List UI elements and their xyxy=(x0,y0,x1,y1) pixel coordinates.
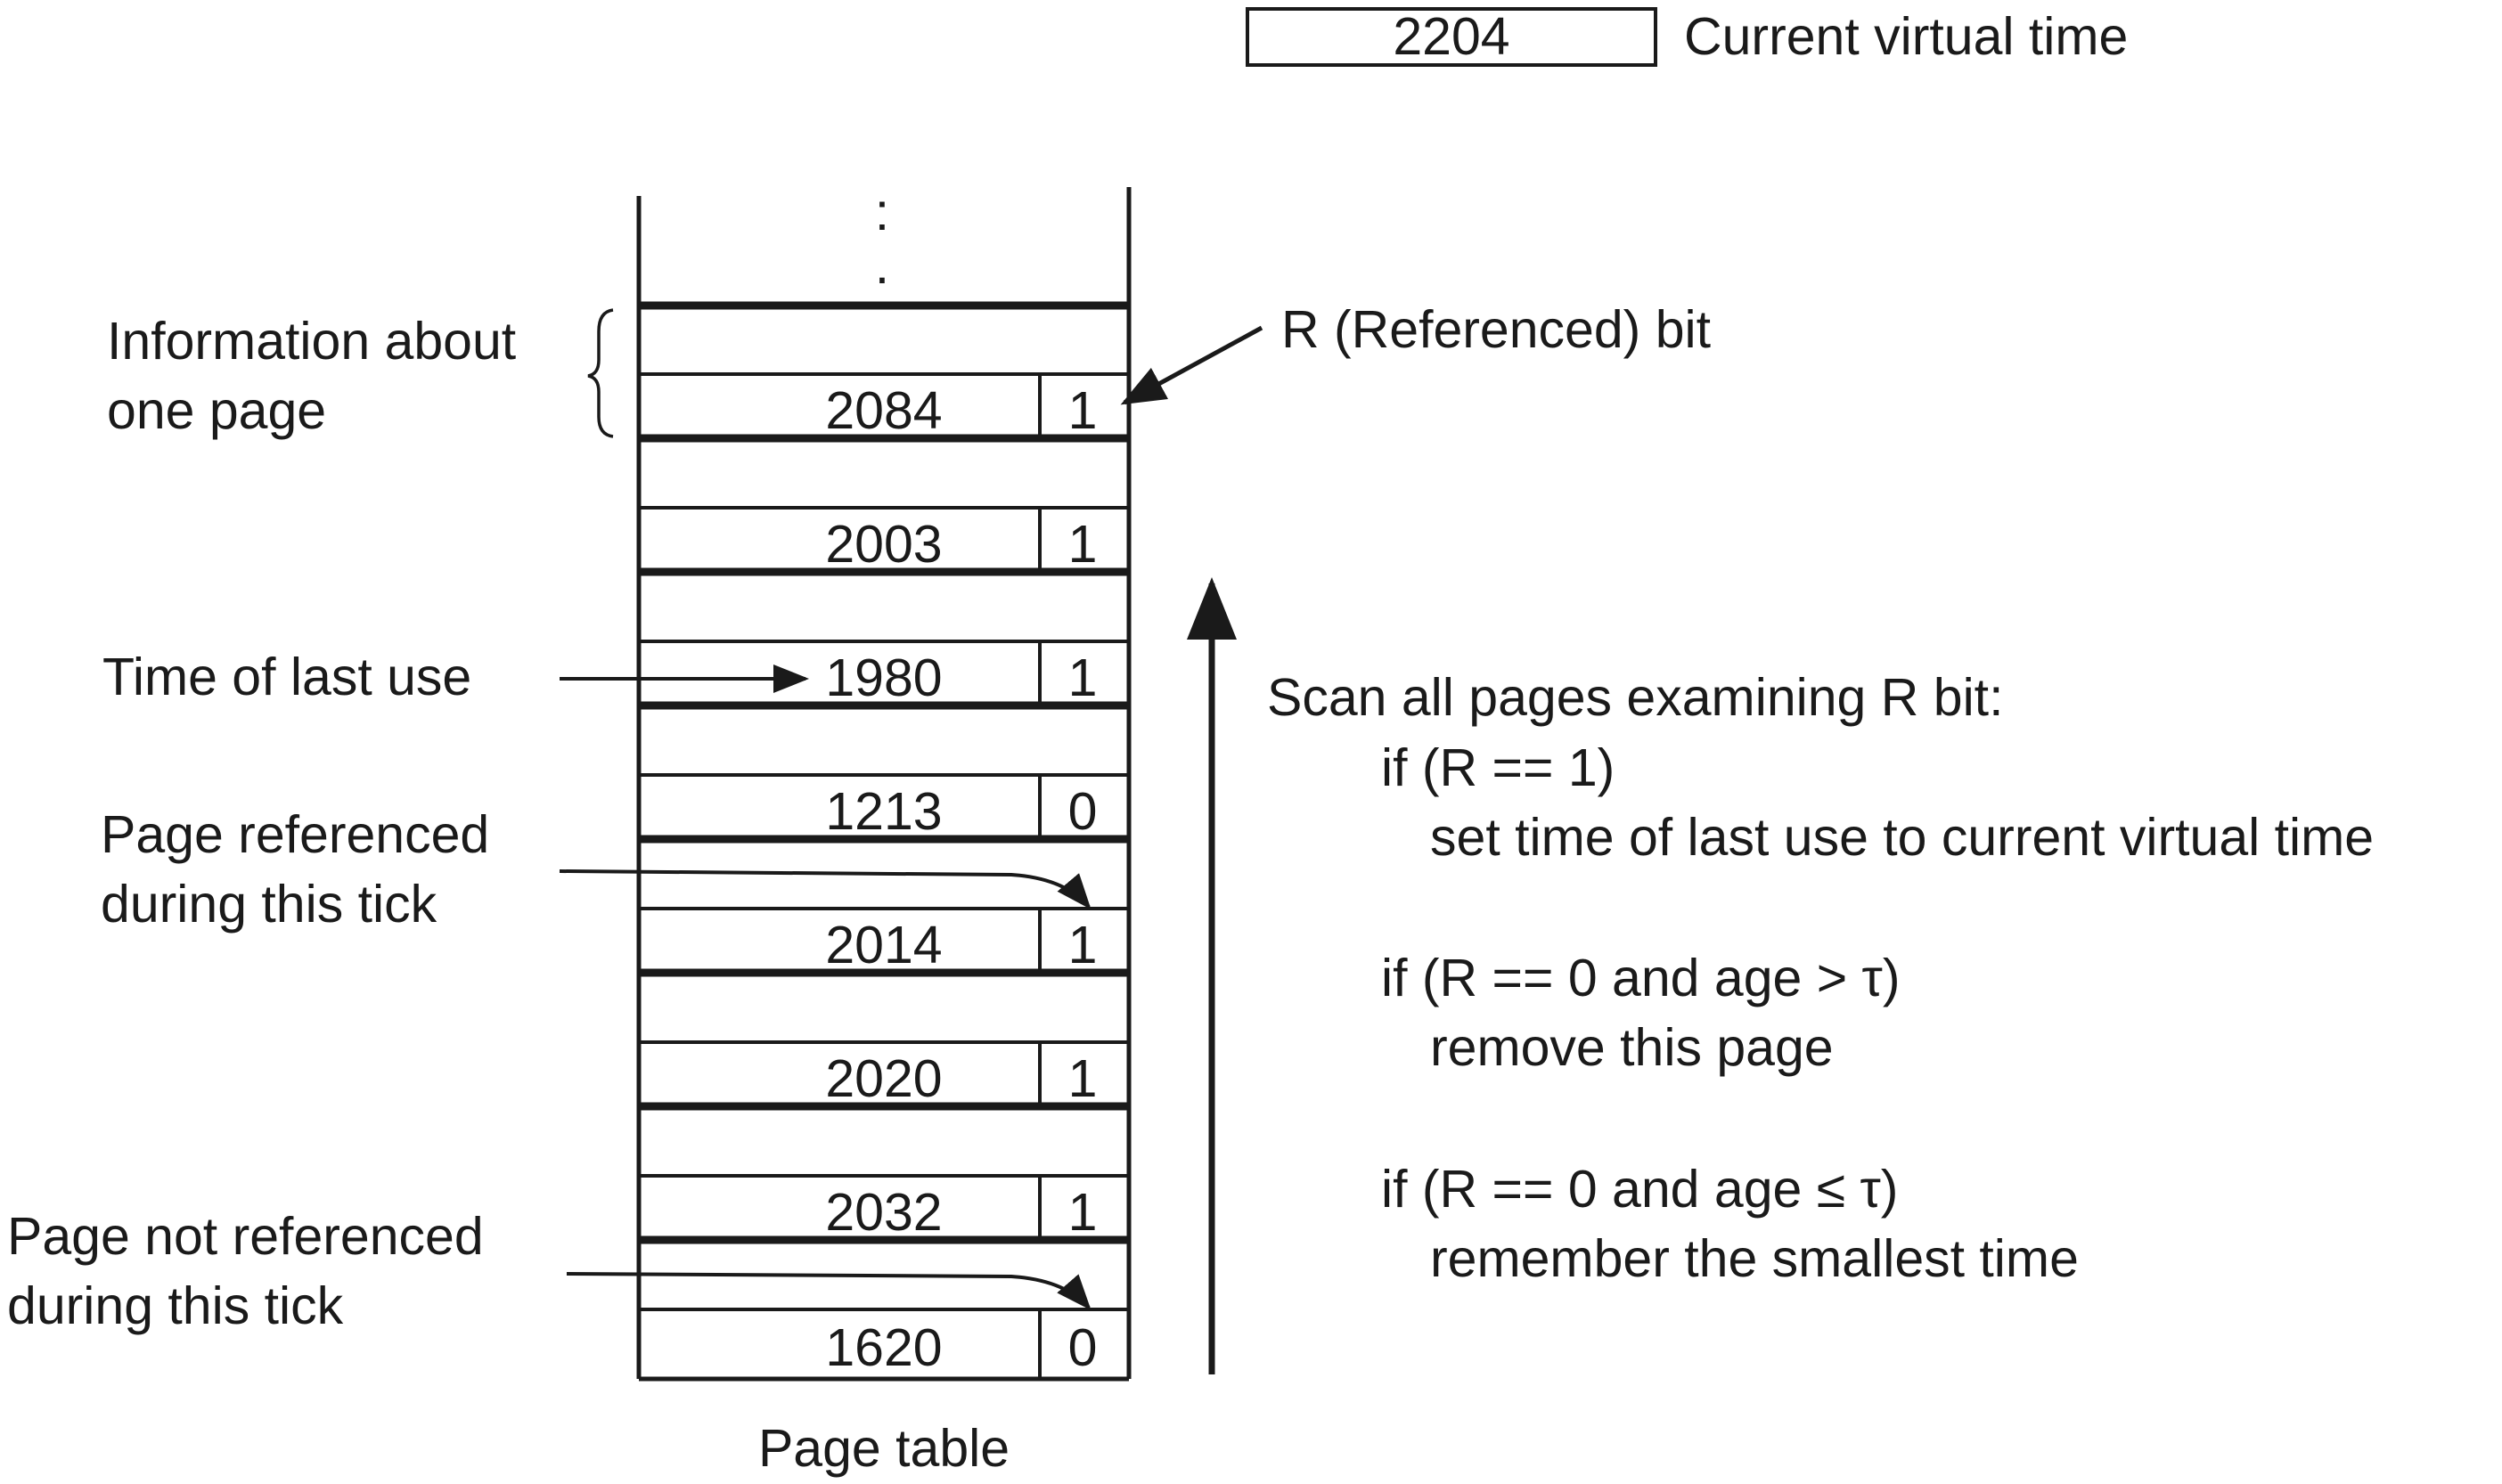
algorithm-line: remember the smallest time xyxy=(1430,1229,2079,1288)
info-label-line1: Information about xyxy=(107,312,516,371)
referenced-arrow xyxy=(559,869,1092,910)
time-last-use-label: Time of last use xyxy=(102,648,471,706)
algorithm-line: Scan all pages examining R bit: xyxy=(1267,668,2003,727)
ellipsis-dot: . xyxy=(875,236,889,295)
algorithm-line: remove this page xyxy=(1430,1018,1834,1077)
not-referenced-label-line1: Page not referenced xyxy=(7,1207,484,1266)
page-time-cell: 2032 xyxy=(825,1183,942,1242)
info-label-line2: one page xyxy=(107,381,326,440)
not-referenced-arrow xyxy=(566,1272,1092,1311)
page-time-cell: 2003 xyxy=(825,515,942,574)
r-bit-arrow xyxy=(1120,325,1263,405)
algorithm-line: if (R == 0 and age > τ) xyxy=(1381,949,1901,1007)
ellipsis-dots: : xyxy=(875,183,889,241)
page-r-cell: 0 xyxy=(1068,1318,1098,1377)
page-r-cell: 1 xyxy=(1068,916,1098,974)
page-r-cell: 1 xyxy=(1068,515,1098,574)
page-time-cell: 1980 xyxy=(825,648,942,707)
page-r-cell: 1 xyxy=(1068,648,1098,707)
not-referenced-label-line2: during this tick xyxy=(7,1276,344,1335)
referenced-label-line2: during this tick xyxy=(101,875,437,934)
page-table: : . 2084 1 2003 1 1980 1 xyxy=(636,183,1132,1382)
current-time-label: Current virtual time xyxy=(1684,7,2128,66)
algorithm-line: set time of last use to current virtual … xyxy=(1430,808,2374,867)
page-time-cell: 1213 xyxy=(825,782,942,841)
algorithm-line: if (R == 1) xyxy=(1381,738,1615,797)
algorithm-line: if (R == 0 and age ≤ τ) xyxy=(1381,1160,1898,1219)
info-brace xyxy=(587,308,614,438)
page-time-cell: 2014 xyxy=(825,916,942,974)
current-time-box xyxy=(1246,7,1657,67)
page-r-cell: 1 xyxy=(1068,1183,1098,1242)
page-r-cell: 1 xyxy=(1068,381,1098,440)
page-r-cell: 0 xyxy=(1068,782,1098,841)
r-bit-label: R (Referenced) bit xyxy=(1281,300,1711,359)
page-time-cell: 2020 xyxy=(825,1049,942,1108)
referenced-label-line1: Page referenced xyxy=(101,805,489,864)
current-time-value: 2204 xyxy=(1393,7,1509,66)
page-r-cell: 1 xyxy=(1068,1049,1098,1108)
page-table-caption: Page table xyxy=(758,1419,1010,1478)
algorithm-text: Scan all pages examining R bit: if (R ==… xyxy=(1267,668,2374,1288)
page-time-cell: 2084 xyxy=(825,381,942,440)
page-time-cell: 1620 xyxy=(825,1318,942,1377)
